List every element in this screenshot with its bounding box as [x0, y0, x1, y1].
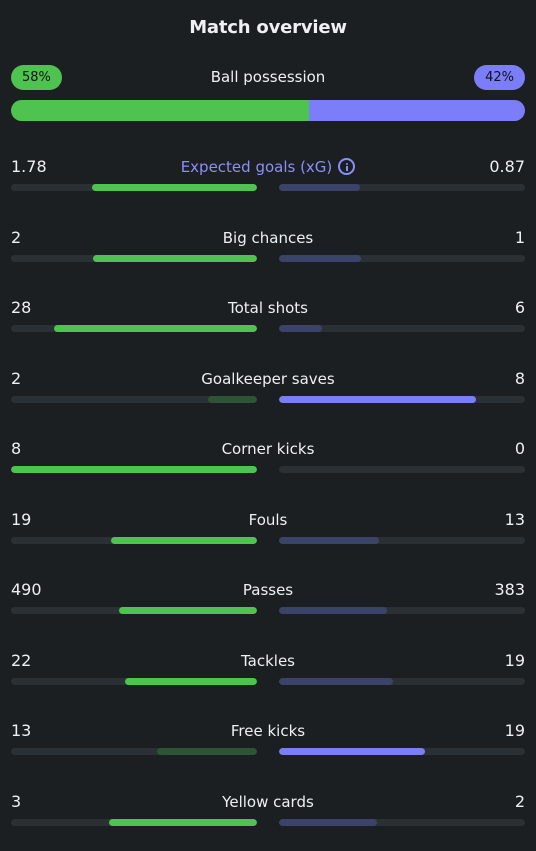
away-value: 1	[514, 228, 525, 247]
stat-label: Free kicks	[230, 722, 306, 740]
page-title: Match overview	[189, 17, 347, 38]
away-value: 2	[514, 792, 525, 811]
home-value: 490	[11, 580, 42, 599]
stat-row: 28 Total shots 6	[11, 297, 525, 347]
home-bar-fill	[91, 184, 257, 191]
away-bar-fill	[279, 537, 379, 544]
home-value: 28	[11, 298, 32, 317]
home-value: 3	[11, 792, 22, 811]
home-bar-track	[11, 325, 257, 332]
home-bar-fill	[54, 325, 257, 332]
home-value: 19	[11, 510, 32, 529]
home-value: 13	[11, 721, 32, 740]
home-bar-fill	[125, 678, 257, 685]
home-bar-fill	[110, 537, 257, 544]
stat-label-text[interactable]: Expected goals (xG)	[180, 158, 333, 176]
away-bar-fill	[279, 748, 426, 755]
away-bar-track	[279, 607, 525, 614]
possession-bar-home	[11, 100, 310, 121]
away-bar-track	[279, 396, 525, 403]
home-value: 22	[11, 651, 32, 670]
home-bar-fill	[207, 396, 257, 403]
stat-row: 13 Free kicks 19	[11, 720, 525, 770]
home-bar-track	[11, 819, 257, 826]
possession-row: 58% Ball possession 42%	[11, 65, 525, 91]
away-value: 383	[494, 580, 525, 599]
away-bar-track	[279, 255, 525, 262]
home-bar-fill	[118, 607, 257, 614]
stat-label: Fouls	[248, 511, 288, 529]
away-bar-fill	[279, 607, 387, 614]
away-bar-track	[279, 819, 525, 826]
stat-label: Tackles	[240, 652, 296, 670]
home-bar-fill	[93, 255, 257, 262]
stat-label: Corner kicks	[221, 440, 315, 458]
away-bar-fill	[279, 184, 360, 191]
possession-bar-away	[309, 100, 525, 121]
away-value: 8	[514, 369, 525, 388]
possession-label: Ball possession	[210, 68, 326, 86]
home-value: 1.78	[11, 157, 47, 176]
stat-row: 19 Fouls 13	[11, 509, 525, 559]
home-bar-track	[11, 396, 257, 403]
home-bar-fill	[11, 466, 257, 473]
info-icon[interactable]	[338, 158, 356, 175]
home-bar-track	[11, 466, 257, 473]
away-possession-badge: 42%	[474, 65, 525, 90]
stat-row: 490 Passes 383	[11, 579, 525, 629]
stat-row: 1.78 Expected goals (xG) 0.87	[11, 156, 525, 206]
away-bar-fill	[279, 819, 378, 826]
stat-label: Big chances	[222, 229, 314, 247]
stat-label: Total shots	[228, 299, 308, 317]
away-bar-track	[279, 748, 525, 755]
home-bar-track	[11, 678, 257, 685]
away-bar-track	[279, 537, 525, 544]
stat-row: 22 Tackles 19	[11, 650, 525, 700]
away-value: 0	[514, 439, 525, 458]
away-bar-fill	[279, 678, 393, 685]
away-bar-fill	[279, 396, 476, 403]
stat-label: Yellow cards	[222, 793, 314, 811]
home-value: 8	[11, 439, 22, 458]
away-bar-fill	[279, 255, 361, 262]
away-bar-track	[279, 466, 525, 473]
stat-row: 2 Big chances 1	[11, 227, 525, 277]
possession-bar	[11, 100, 525, 121]
away-value: 19	[504, 651, 525, 670]
home-bar-track	[11, 537, 257, 544]
home-bar-fill	[109, 819, 257, 826]
stat-label: Goalkeeper saves	[201, 370, 335, 388]
stat-row: 3 Yellow cards 2	[11, 791, 525, 841]
stat-row: 8 Corner kicks 0	[11, 438, 525, 488]
away-bar-track	[279, 678, 525, 685]
away-bar-track	[279, 184, 525, 191]
stat-row: 2 Goalkeeper saves 8	[11, 368, 525, 418]
away-value: 19	[504, 721, 525, 740]
stat-label[interactable]: Expected goals (xG)	[11, 157, 525, 177]
home-bar-track	[11, 607, 257, 614]
home-bar-track	[11, 255, 257, 262]
away-bar-track	[279, 325, 525, 332]
away-bar-fill	[279, 325, 323, 332]
home-value: 2	[11, 228, 22, 247]
home-bar-track	[11, 184, 257, 191]
home-bar-track	[11, 748, 257, 755]
away-value: 0.87	[489, 157, 525, 176]
home-possession-badge: 58%	[11, 65, 62, 90]
stat-label: Passes	[242, 581, 294, 599]
home-value: 2	[11, 369, 22, 388]
home-bar-fill	[157, 748, 257, 755]
away-value: 6	[514, 298, 525, 317]
away-value: 13	[504, 510, 525, 529]
